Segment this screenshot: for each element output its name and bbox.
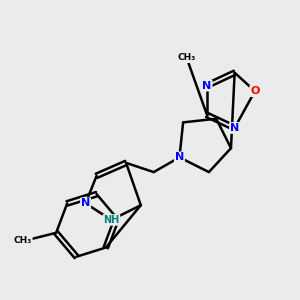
Text: N: N [230, 123, 239, 133]
Text: CH₃: CH₃ [178, 53, 196, 62]
Text: N: N [81, 198, 90, 208]
Text: O: O [250, 86, 260, 96]
Text: NH: NH [103, 215, 119, 225]
Text: N: N [175, 152, 184, 162]
Text: CH₃: CH₃ [14, 236, 32, 245]
Text: N: N [202, 81, 212, 91]
